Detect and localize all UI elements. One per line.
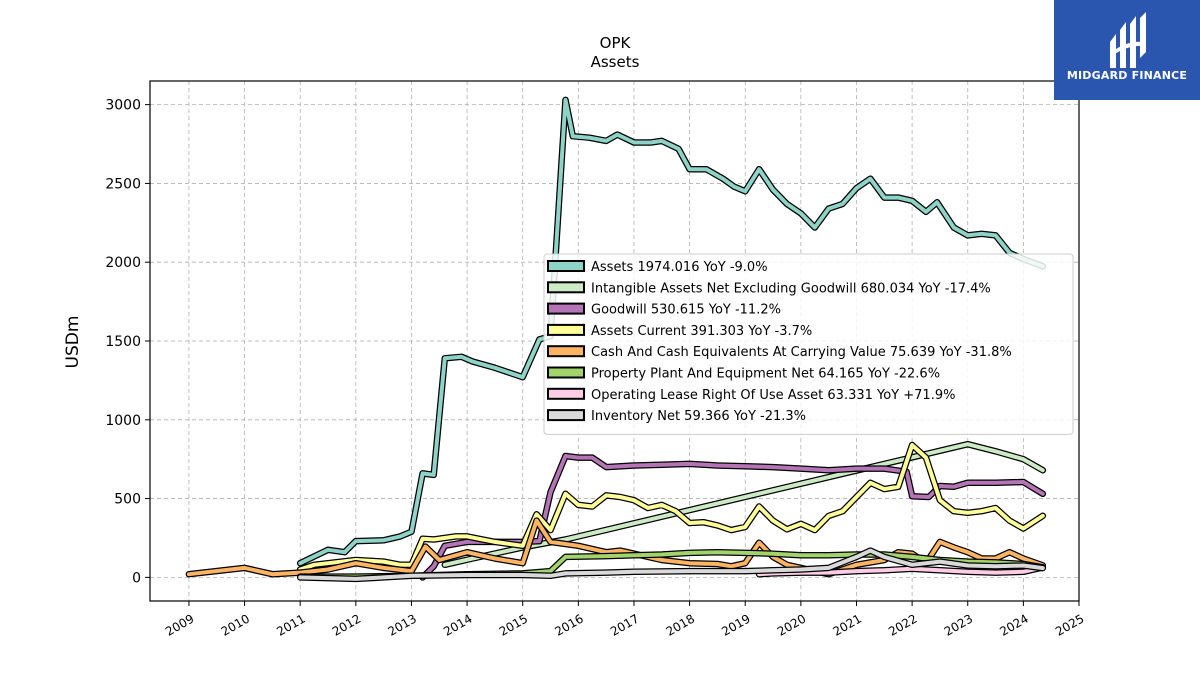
legend-entry: Intangible Assets Net Excluding Goodwill… <box>591 281 991 296</box>
legend-swatch <box>547 387 585 400</box>
legend-entry: Assets Current 391.303 YoY -3.7% <box>591 324 812 339</box>
x-tick-label: 2021 <box>831 611 864 638</box>
legend-box <box>543 253 1074 435</box>
midgard-logo-icon <box>1110 12 1146 68</box>
y-tick-label: 1500 <box>105 334 141 350</box>
x-tick-label: 2022 <box>886 611 919 638</box>
legend-entry: Property Plant And Equipment Net 64.165 … <box>591 367 940 382</box>
x-tick-label: 2012 <box>330 611 363 638</box>
x-tick-label: 2025 <box>1053 611 1086 638</box>
y-tick-label: 500 <box>114 492 141 508</box>
brand-name: MIDGARD FINANCE <box>1066 69 1188 82</box>
legend-entry: Assets 1974.016 YoY -9.0% <box>591 260 768 275</box>
y-axis-label: USDm <box>63 316 83 369</box>
legend-swatch <box>547 281 585 294</box>
legend-entry: Operating Lease Right Of Use Asset 63.33… <box>591 388 955 403</box>
legend-entry: Cash And Cash Equivalents At Carrying Va… <box>591 345 1012 360</box>
x-tick-label: 2014 <box>441 611 474 638</box>
x-tick-label: 2013 <box>386 611 419 638</box>
y-tick-label: 2500 <box>105 176 141 192</box>
series-lines <box>185 96 1047 583</box>
x-tick-label: 2024 <box>997 611 1030 638</box>
x-tick-label: 2023 <box>942 611 975 638</box>
y-tick-label: 2000 <box>105 255 141 271</box>
legend-entry: Inventory Net 59.366 YoY -21.3% <box>591 409 806 424</box>
legend-entry: Goodwill 530.615 YoY -11.2% <box>591 303 781 318</box>
x-tick-label: 2020 <box>775 611 808 638</box>
series-line-cash-and-cash-equivalents-at-carrying-value <box>186 518 1045 577</box>
legend-swatch <box>547 323 585 336</box>
y-tick-label: 3000 <box>105 98 141 114</box>
x-tick-label: 2009 <box>163 611 196 638</box>
y-tick-label: 1000 <box>105 413 141 429</box>
legend: Assets 1974.016 YoY -9.0% Intangible Asse… <box>543 253 1074 435</box>
x-tick-label: 2017 <box>608 611 641 638</box>
x-tick-label: 2016 <box>552 611 585 638</box>
legend-swatch <box>547 345 585 358</box>
x-tick-label: 2018 <box>664 611 697 638</box>
x-tick-label: 2011 <box>274 611 307 638</box>
series-line-assets-current <box>298 443 1045 572</box>
chart-title: OPK <box>600 34 632 52</box>
series-line-assets <box>298 97 1045 566</box>
brand-logo: MIDGARD FINANCE <box>1054 0 1200 100</box>
x-tick-label: 2010 <box>219 611 252 638</box>
series-line-inventory-net <box>298 548 1045 581</box>
legend-swatch <box>547 409 585 422</box>
x-tick-label: 2015 <box>497 611 530 638</box>
y-tick-label: 0 <box>132 570 141 586</box>
chart-subtitle: Assets <box>591 53 640 71</box>
legend-swatch <box>547 302 585 315</box>
legend-swatch <box>547 366 585 379</box>
x-tick-label: 2019 <box>719 611 752 638</box>
legend-swatch <box>547 260 585 272</box>
